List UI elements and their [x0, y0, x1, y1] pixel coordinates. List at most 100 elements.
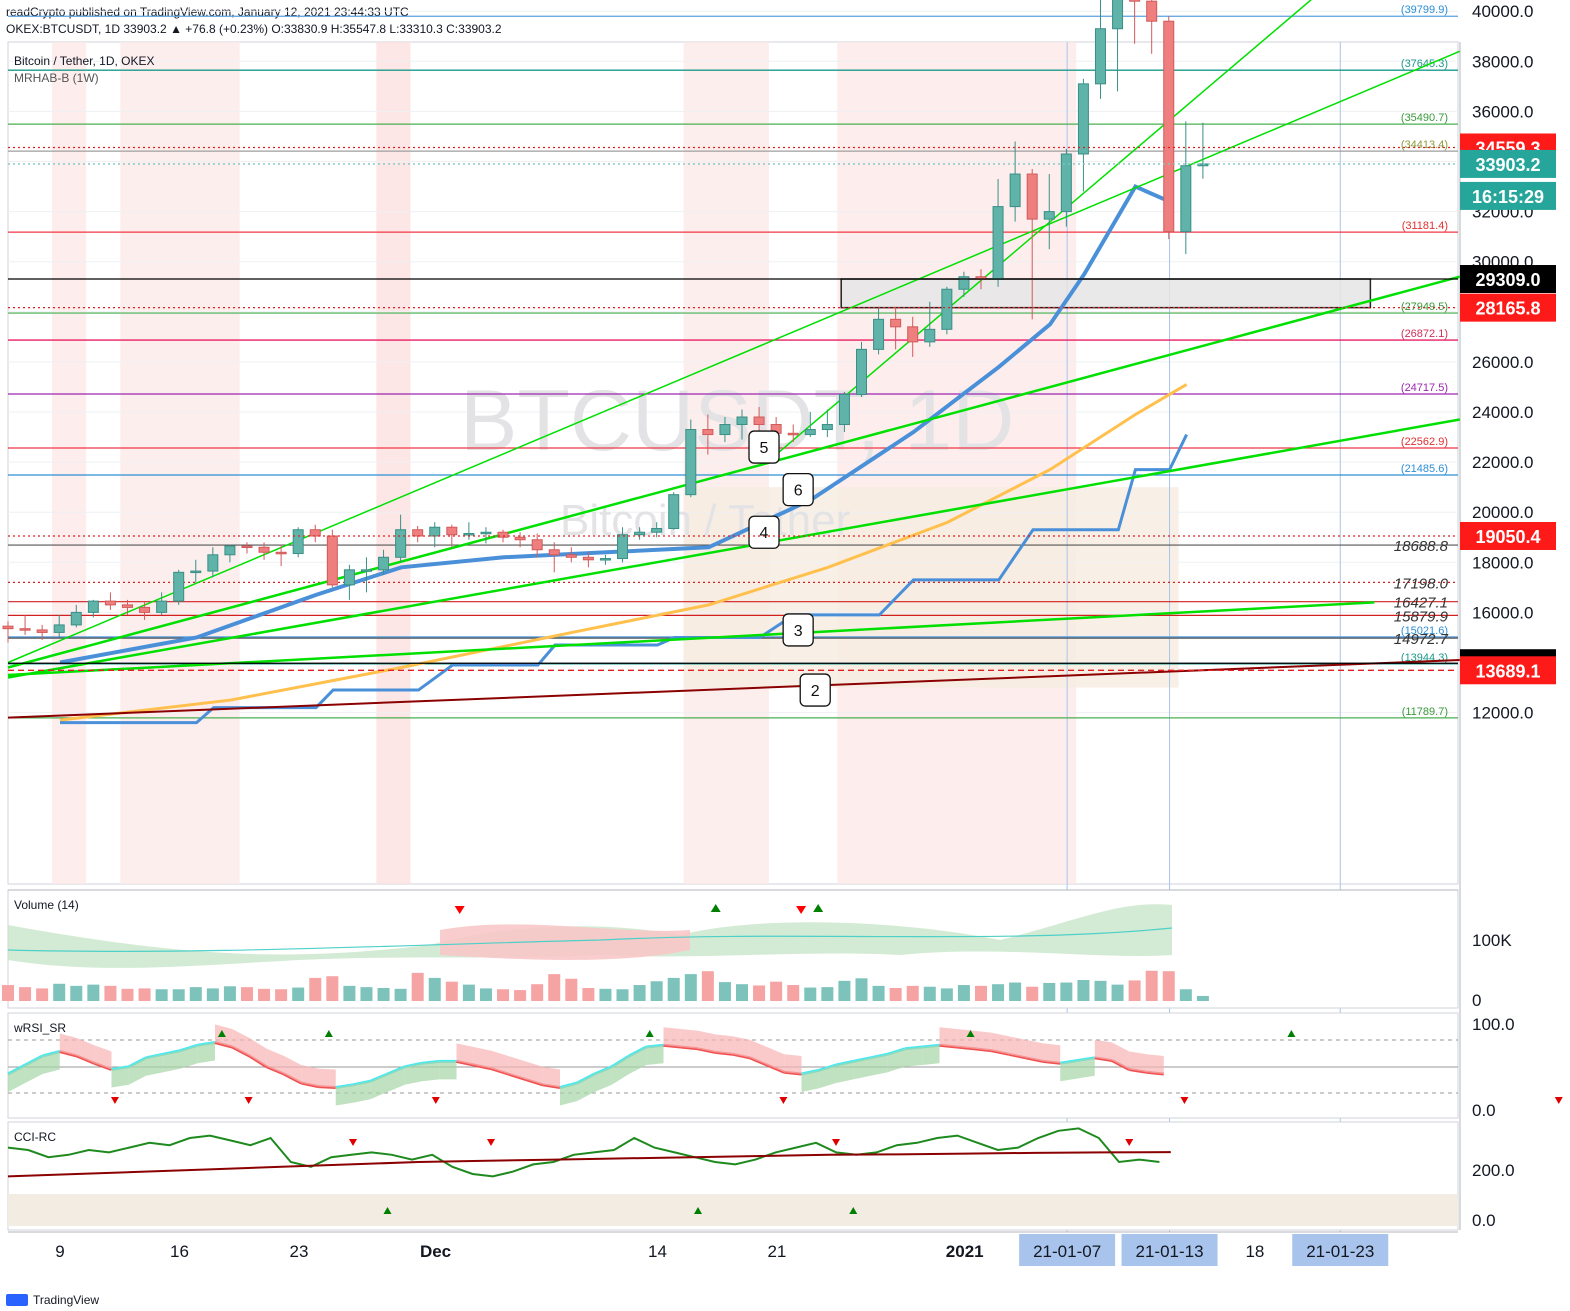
fib-label: 14972.7	[1394, 631, 1449, 648]
volume-bar	[923, 986, 936, 1001]
fib-label: 18688.8	[1394, 538, 1449, 555]
candle-body	[19, 628, 31, 631]
wrsi-ribbon	[439, 1061, 457, 1080]
symbol-ohlc-info: OKEX:BTCUSDT, 1D 33903.2 ▲ +76.8 (+0.23%…	[6, 22, 502, 36]
volume-bar	[1179, 989, 1192, 1001]
wrsi-ribbon	[836, 1061, 854, 1083]
cci-lower-zone	[8, 1194, 1458, 1226]
wrsi-ribbon	[318, 1068, 336, 1088]
wrsi-up-arrow	[966, 1030, 975, 1037]
volume-bar	[565, 978, 578, 1001]
candle-body	[856, 348, 867, 395]
price-badge	[1460, 149, 1556, 178]
wrsi-ribbon	[422, 1061, 440, 1082]
volume-bar	[172, 989, 185, 1001]
candle-body	[582, 556, 594, 561]
candle-body	[173, 571, 185, 602]
chart-title: Bitcoin / Tether, 1D, OKEX	[14, 54, 155, 68]
wrsi-ribbon	[767, 1047, 785, 1073]
volume-bar	[1060, 982, 1073, 1001]
consolidation-box	[840, 278, 1372, 309]
candle-body	[395, 529, 407, 558]
wrsi-ribbon	[491, 1050, 509, 1074]
volume-bar	[189, 987, 202, 1001]
volume-bar	[497, 989, 510, 1001]
candle-body	[497, 531, 509, 538]
date-highlight-label: 21-01-23	[1306, 1242, 1374, 1261]
wrsi-down-arrow	[110, 1097, 119, 1104]
volume-bar	[223, 986, 236, 1001]
volume-bar	[275, 989, 288, 1001]
wrsi-up-arrow	[645, 1030, 654, 1037]
tradingview-footer[interactable]: TradingView	[6, 1293, 99, 1307]
y-tick-label: 36000.0	[1472, 102, 1533, 121]
candle-body	[617, 534, 629, 560]
candle-body	[992, 206, 1004, 280]
wrsi-down-arrow	[1554, 1097, 1563, 1104]
price-badge-label: 28165.8	[1475, 299, 1540, 319]
wrsi-ribbon	[629, 1047, 647, 1074]
wrsi-ribbon	[594, 1066, 612, 1092]
price-badge-label: 33903.2	[1475, 155, 1540, 175]
x-tick-label: 2021	[946, 1242, 984, 1261]
volume-bar	[240, 987, 253, 1001]
wrsi-ribbon	[111, 1066, 129, 1088]
indicator-label: MRHAB-B (1W)	[14, 71, 99, 85]
candle-body	[1163, 20, 1175, 233]
volume-signal-arrow	[454, 906, 465, 914]
candle-body	[634, 531, 646, 536]
candle-body	[139, 606, 151, 613]
cci-down-arrow	[349, 1139, 357, 1146]
volume-bar	[736, 984, 749, 1001]
wrsi-ribbon	[1112, 1042, 1130, 1070]
wave-label: 6	[794, 483, 803, 500]
volume-bar	[906, 985, 919, 1001]
candle-body	[87, 600, 99, 613]
wrsi-ribbon	[663, 1027, 681, 1047]
candle-body	[1043, 211, 1055, 220]
volume-bar	[1077, 980, 1090, 1001]
trendline-2	[7, 275, 1461, 669]
volume-axis-label: 0	[1472, 991, 1481, 1010]
wrsi-axis-label: 0.0	[1472, 1101, 1496, 1120]
candle-body	[343, 569, 355, 586]
volume-signal-arrow	[813, 904, 824, 912]
level-label: (22562.9)	[1401, 436, 1448, 448]
volume-bar	[87, 984, 100, 1001]
y-tick-label: 22000.0	[1472, 453, 1533, 472]
wrsi-ribbon	[146, 1054, 164, 1076]
candle-body	[599, 558, 611, 561]
wrsi-ribbon	[8, 1065, 26, 1092]
session-shade-0	[52, 42, 87, 884]
x-tick-label: 14	[648, 1242, 667, 1261]
volume-axis-label: 100K	[1472, 931, 1512, 950]
tradingview-brand: TradingView	[33, 1293, 100, 1307]
candle-body	[531, 539, 543, 551]
candle-body	[463, 532, 475, 536]
wrsi-ribbon	[266, 1048, 284, 1074]
wrsi-ribbon	[249, 1038, 267, 1067]
candle-body	[104, 600, 116, 606]
candle-body	[156, 600, 168, 613]
candle-body	[668, 494, 680, 529]
candle-body	[1094, 28, 1106, 85]
candle-body	[1026, 173, 1038, 220]
wrsi-ribbon	[1146, 1054, 1164, 1074]
wrsi-ribbon	[715, 1034, 733, 1055]
candle-body	[1180, 165, 1192, 233]
y-tick-label: 26000.0	[1472, 353, 1533, 372]
volume-bar	[411, 972, 424, 1001]
volume-bar	[1094, 980, 1107, 1001]
volume-label: Volume (14)	[14, 898, 79, 912]
wrsi-ribbon	[646, 1045, 664, 1065]
volume-bar	[718, 982, 731, 1001]
volume-bar	[787, 985, 800, 1001]
wrsi-ribbon	[128, 1057, 146, 1085]
wrsi-ribbon	[818, 1065, 836, 1089]
wave-label: 2	[811, 683, 820, 700]
fib-label: 16427.1	[1394, 595, 1448, 612]
cci-signal-line	[7, 1151, 1171, 1178]
volume-bar	[121, 988, 134, 1001]
volume-bar	[70, 985, 83, 1001]
